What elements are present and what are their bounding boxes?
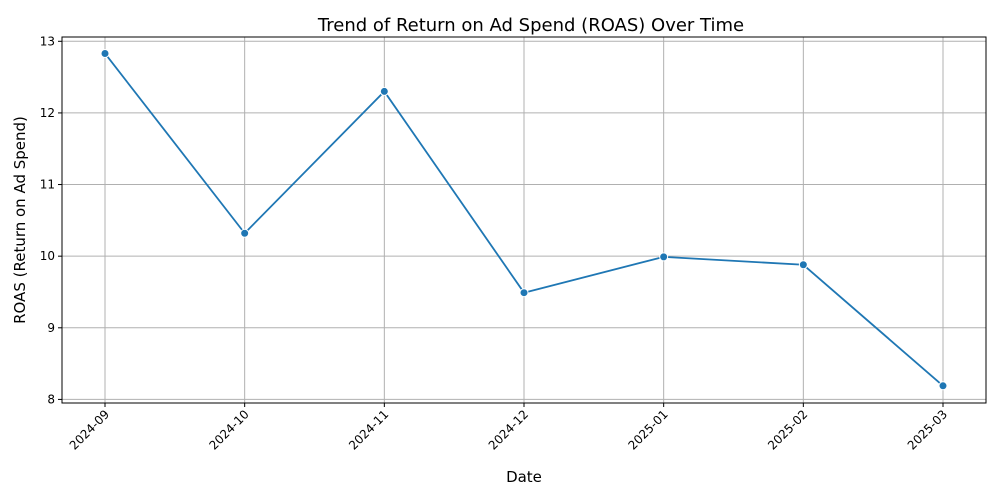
y-tick-label: 8: [47, 392, 55, 406]
data-point: [938, 381, 948, 391]
y-tick-label: 12: [40, 106, 55, 120]
data-point: [100, 48, 110, 58]
x-tick-label: 2025-02: [765, 407, 810, 452]
x-tick-label: 2024-10: [206, 407, 251, 452]
series-layer: [100, 48, 948, 391]
y-tick-label: 13: [40, 34, 55, 48]
data-point: [659, 252, 669, 262]
y-tick-label: 10: [40, 249, 55, 263]
y-axis-label: ROAS (Return on Ad Spend): [11, 116, 29, 324]
x-tick-label: 2025-01: [625, 407, 670, 452]
x-tick-label: 2024-11: [346, 407, 391, 452]
y-tick-label: 9: [47, 321, 55, 335]
x-axis-label: Date: [506, 468, 542, 486]
y-tick-label: 11: [40, 178, 55, 192]
x-tick-label: 2024-12: [486, 407, 531, 452]
axis-ticks: 2024-09 2024-10 2024-11 2024-12 2025-01 2025-…: [40, 34, 950, 452]
data-point: [379, 86, 389, 96]
x-tick-label: 2025-03: [905, 407, 950, 452]
data-point: [519, 288, 529, 298]
x-tick-label: 2024-09: [67, 407, 112, 452]
grid-lines: [62, 37, 986, 403]
chart-title: Trend of Return on Ad Spend (ROAS) Over …: [317, 15, 744, 36]
data-point: [240, 228, 250, 238]
data-point: [798, 260, 808, 270]
